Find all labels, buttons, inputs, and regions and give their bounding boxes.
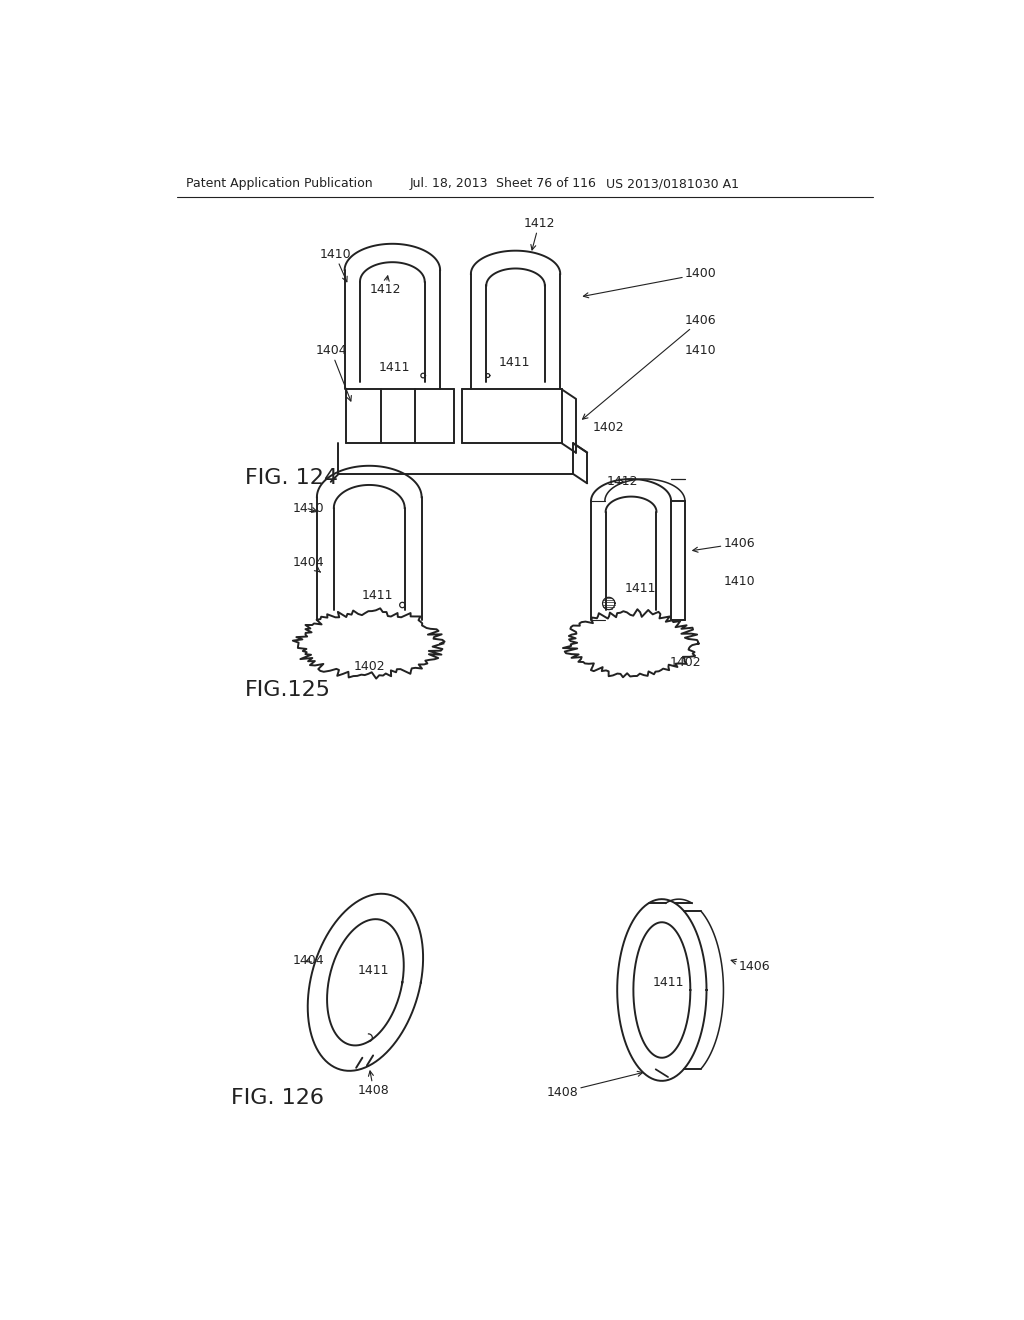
- Text: 1408: 1408: [357, 1071, 389, 1097]
- Text: 1411: 1411: [499, 356, 530, 370]
- Text: FIG. 126: FIG. 126: [230, 1088, 324, 1107]
- Text: 1406: 1406: [693, 537, 755, 552]
- Text: 1411: 1411: [652, 975, 684, 989]
- Text: 1411: 1411: [357, 964, 389, 977]
- Text: 1402: 1402: [593, 421, 625, 434]
- Text: Jul. 18, 2013: Jul. 18, 2013: [410, 177, 487, 190]
- Text: 1411: 1411: [361, 589, 393, 602]
- Text: 1404: 1404: [292, 954, 324, 968]
- Text: 1412: 1412: [606, 475, 638, 488]
- Text: 1412: 1412: [523, 218, 555, 249]
- Text: 1408: 1408: [547, 1072, 643, 1100]
- Text: 1410: 1410: [292, 502, 324, 515]
- Text: 1412: 1412: [370, 276, 400, 296]
- Text: 1404: 1404: [315, 345, 351, 401]
- Text: 1402: 1402: [354, 660, 385, 673]
- Text: 1400: 1400: [584, 268, 717, 298]
- Text: FIG.125: FIG.125: [245, 680, 331, 700]
- Text: 1404: 1404: [292, 556, 324, 572]
- Text: Patent Application Publication: Patent Application Publication: [186, 177, 373, 190]
- Text: 1406: 1406: [731, 960, 770, 973]
- Text: 1410: 1410: [319, 248, 351, 281]
- Text: US 2013/0181030 A1: US 2013/0181030 A1: [606, 177, 739, 190]
- Text: 1410: 1410: [724, 576, 755, 589]
- Text: 1410: 1410: [685, 345, 717, 358]
- Text: Sheet 76 of 116: Sheet 76 of 116: [497, 177, 596, 190]
- Text: 1406: 1406: [583, 314, 717, 420]
- Text: FIG. 124: FIG. 124: [245, 469, 338, 488]
- Text: 1411: 1411: [625, 582, 656, 594]
- Text: 1411: 1411: [379, 362, 410, 375]
- Text: 1402: 1402: [670, 656, 701, 669]
